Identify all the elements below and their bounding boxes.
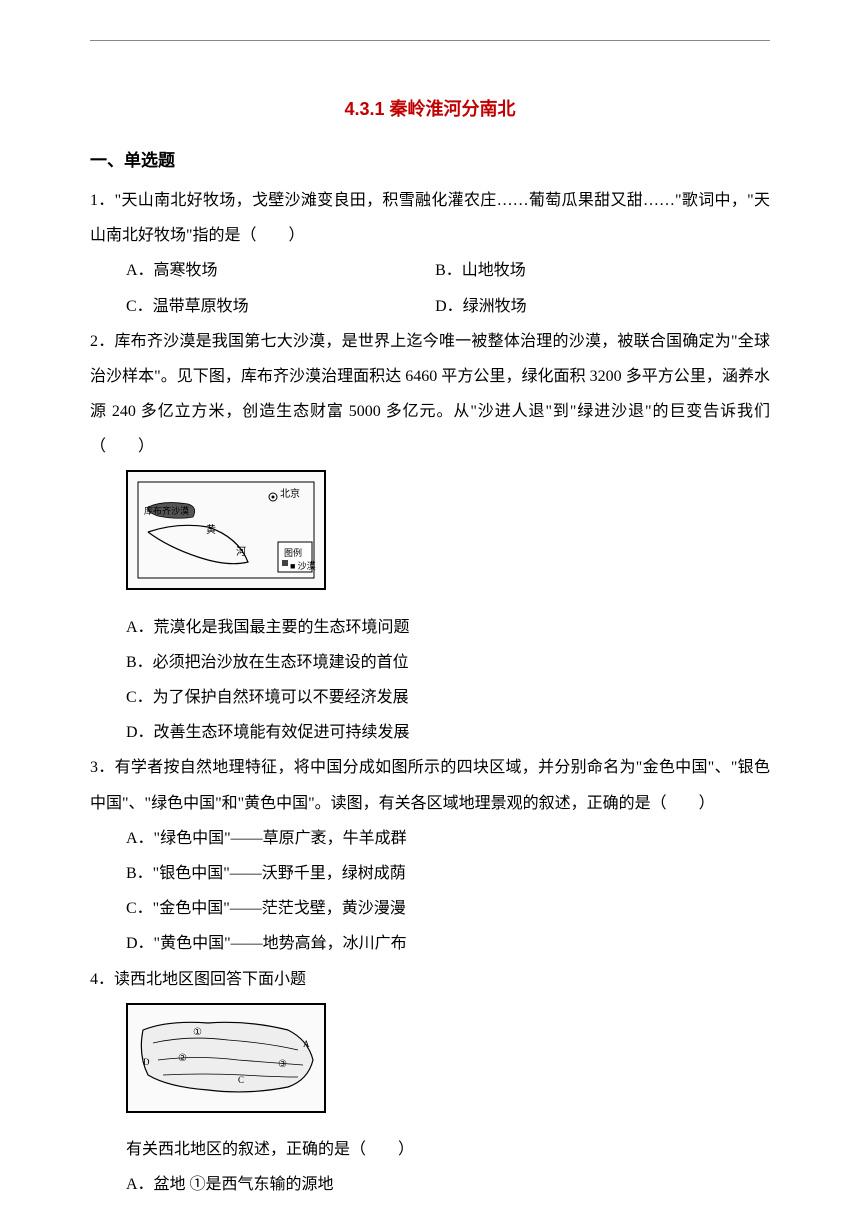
question-number: 1． — [90, 192, 115, 209]
question-text: 库布齐沙漠是我国第七大沙漠，是世界上迄今唯一被整体治理的沙漠，被联合国确定为"全… — [90, 333, 770, 456]
svg-text:②: ② — [178, 1053, 187, 1064]
option-c[interactable]: C．为了保护自然环境可以不要经济发展 — [90, 680, 770, 715]
question-3: 3．有学者按自然地理特征，将中国分成如图所示的四块区域，并分别命名为"金色中国"… — [90, 750, 770, 961]
option-a[interactable]: A．盆地 ①是西气东输的源地 — [90, 1167, 770, 1202]
question-number: 4． — [90, 971, 114, 988]
question-text: "天山南北好牧场，戈壁沙滩变良田，积雪融化灌农庄……葡萄瓜果甜又甜……"歌词中，… — [90, 192, 770, 244]
option-b[interactable]: B．必须把治沙放在生态环境建设的首位 — [90, 645, 770, 680]
map-label: 北京 — [280, 484, 300, 506]
option-d[interactable]: D．绿洲牧场 — [435, 289, 744, 324]
map-image: 库布齐沙漠 黄 河 北京 图例 ■ 沙漠 — [126, 470, 326, 590]
question-1: 1．"天山南北好牧场，戈壁沙滩变良田，积雪融化灌农庄……葡萄瓜果甜又甜……"歌词… — [90, 183, 770, 324]
svg-text:C: C — [238, 1075, 244, 1085]
option-d[interactable]: D．改善生态环境能有效促进可持续发展 — [90, 715, 770, 750]
option-b[interactable]: B．山地牧场 — [435, 253, 744, 288]
question-stem: 3．有学者按自然地理特征，将中国分成如图所示的四块区域，并分别命名为"金色中国"… — [90, 750, 770, 820]
question-text: 读西北地区图回答下面小题 — [114, 971, 306, 988]
figure-2: ① ② ③ D C A — [126, 1003, 770, 1126]
map-image: ① ② ③ D C A — [126, 1003, 326, 1113]
option-a[interactable]: A．荒漠化是我国最主要的生态环境问题 — [90, 610, 770, 645]
question-2: 2．库布齐沙漠是我国第七大沙漠，是世界上迄今唯一被整体治理的沙漠，被联合国确定为… — [90, 324, 770, 751]
option-c[interactable]: C．温带草原牧场 — [126, 289, 435, 324]
question-stem: 4．读西北地区图回答下面小题 — [90, 962, 770, 997]
option-a[interactable]: A．高寒牧场 — [126, 253, 435, 288]
question-number: 2． — [90, 333, 114, 350]
svg-text:③: ③ — [278, 1059, 287, 1070]
map-legend-item: ■ 沙漠 — [290, 557, 316, 577]
section-heading: 一、单选题 — [90, 142, 770, 179]
question-4: 4．读西北地区图回答下面小题 ① ② ③ D C A 有关西北地区的叙述，正确的… — [90, 962, 770, 1203]
map-label: 河 — [236, 542, 246, 564]
question-number: 3． — [90, 759, 115, 776]
svg-text:D: D — [143, 1057, 150, 1067]
map-label: 库布齐沙漠 — [144, 502, 189, 522]
options-row: A．高寒牧场B．山地牧场 — [90, 253, 770, 288]
svg-text:①: ① — [193, 1027, 202, 1038]
options-row: C．温带草原牧场D．绿洲牧场 — [90, 289, 770, 324]
figure-1: 库布齐沙漠 黄 河 北京 图例 ■ 沙漠 — [126, 470, 770, 603]
map-label: 黄 — [206, 520, 216, 542]
question-stem: 2．库布齐沙漠是我国第七大沙漠，是世界上迄今唯一被整体治理的沙漠，被联合国确定为… — [90, 324, 770, 465]
svg-text:A: A — [303, 1039, 310, 1049]
option-d[interactable]: D．"黄色中国"——地势高耸，冰川广布 — [90, 926, 770, 961]
question-text: 有学者按自然地理特征，将中国分成如图所示的四块区域，并分别命名为"金色中国"、"… — [90, 759, 770, 811]
page-title: 4.3.1 秦岭淮河分南北 — [90, 90, 770, 130]
question-stem: 1．"天山南北好牧场，戈壁沙滩变良田，积雪融化灌农庄……葡萄瓜果甜又甜……"歌词… — [90, 183, 770, 253]
question-subtext: 有关西北地区的叙述，正确的是（ ） — [90, 1132, 770, 1167]
header-divider — [90, 40, 770, 41]
option-c[interactable]: C．"金色中国"——茫茫戈壁，黄沙漫漫 — [90, 891, 770, 926]
option-b[interactable]: B．"银色中国"——沃野千里，绿树成荫 — [90, 856, 770, 891]
option-a[interactable]: A．"绿色中国"——草原广袤，牛羊成群 — [90, 821, 770, 856]
options-block: A．"绿色中国"——草原广袤，牛羊成群 B．"银色中国"——沃野千里，绿树成荫 … — [90, 821, 770, 962]
options-block: A．荒漠化是我国最主要的生态环境问题 B．必须把治沙放在生态环境建设的首位 C．… — [90, 610, 770, 751]
options-block: A．盆地 ①是西气东输的源地 — [90, 1167, 770, 1202]
